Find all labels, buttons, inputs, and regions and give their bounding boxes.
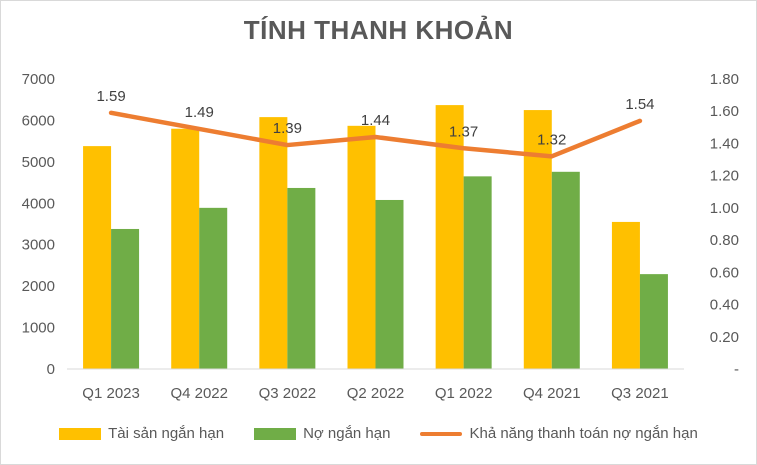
ratio-data-labels: 1.59 1.49 1.39 1.44 1.37 1.32 1.54 bbox=[96, 88, 654, 148]
y2-tick-label: 0.80 bbox=[710, 232, 739, 249]
x-tick-label: Q4 2022 bbox=[170, 385, 228, 402]
y2-tick-label: 1.80 bbox=[710, 71, 739, 88]
legend: Tài sản ngắn hạn Nợ ngắn hạn Khả năng th… bbox=[1, 425, 756, 442]
bar-liabilities bbox=[375, 199, 404, 369]
y2-tick-label: 1.40 bbox=[710, 135, 739, 152]
left-axis-ticks: 0 1000 2000 3000 4000 5000 6000 7000 bbox=[22, 71, 55, 378]
y-tick-label: 6000 bbox=[22, 112, 55, 129]
legend-swatch-ratio bbox=[420, 431, 463, 436]
y-tick-label: 3000 bbox=[22, 237, 55, 254]
legend-item-assets: Tài sản ngắn hạn bbox=[59, 425, 224, 442]
bar-liabilities bbox=[463, 176, 492, 369]
y2-tick-label: 1.00 bbox=[710, 200, 739, 217]
legend-label-ratio: Khả năng thanh toán nợ ngắn hạn bbox=[469, 425, 698, 442]
bar-assets bbox=[259, 117, 288, 369]
x-tick-label: Q4 2021 bbox=[523, 385, 581, 402]
legend-label-assets: Tài sản ngắn hạn bbox=[108, 425, 225, 442]
x-tick-label: Q1 2023 bbox=[82, 385, 140, 402]
y2-tick-label: 0.40 bbox=[710, 297, 739, 314]
bar-assets bbox=[523, 110, 552, 370]
legend-item-ratio: Khả năng thanh toán nợ ngắn hạn bbox=[420, 425, 698, 442]
y-tick-label: 2000 bbox=[22, 278, 55, 295]
y-tick-label: 5000 bbox=[22, 154, 55, 171]
x-tick-label: Q1 2022 bbox=[435, 385, 493, 402]
y2-tick-label: - bbox=[734, 361, 739, 378]
y2-tick-label: 1.60 bbox=[710, 103, 739, 120]
bar-assets bbox=[347, 125, 376, 369]
right-axis-ticks: - 0.20 0.40 0.60 0.80 1.00 1.20 1.40 1.60 1.80 bbox=[710, 71, 739, 378]
y2-tick-label: 1.20 bbox=[710, 168, 739, 185]
legend-swatch-liabilities bbox=[254, 427, 297, 440]
bar-liabilities bbox=[639, 274, 668, 369]
y-tick-label: 1000 bbox=[22, 320, 55, 337]
bar-liabilities bbox=[111, 228, 140, 369]
y-tick-label: 4000 bbox=[22, 195, 55, 212]
ratio-data-label: 1.32 bbox=[537, 131, 566, 148]
y2-tick-label: 0.60 bbox=[710, 264, 739, 281]
legend-swatch-assets bbox=[59, 427, 102, 440]
x-tick-label: Q3 2022 bbox=[259, 385, 317, 402]
ratio-line-group bbox=[108, 110, 643, 159]
ratio-data-label: 1.54 bbox=[625, 96, 654, 113]
bar-assets bbox=[171, 128, 200, 369]
ratio-data-label: 1.39 bbox=[273, 120, 302, 137]
bars bbox=[83, 105, 668, 370]
bar-liabilities bbox=[199, 207, 228, 369]
legend-item-liabilities: Nợ ngắn hạn bbox=[254, 425, 390, 442]
ratio-data-label: 1.49 bbox=[185, 104, 214, 121]
bar-assets bbox=[611, 221, 640, 369]
chart-svg: 0 1000 2000 3000 4000 5000 6000 7000 - 0.20 0.40 0… bbox=[22, 71, 739, 402]
bar-liabilities bbox=[287, 187, 316, 369]
bar-assets bbox=[83, 146, 112, 369]
chart-title: TÍNH THANH KHOẢN bbox=[243, 15, 514, 45]
y2-tick-label: 0.20 bbox=[710, 329, 739, 346]
y-tick-label: 7000 bbox=[22, 71, 55, 88]
ratio-data-label: 1.37 bbox=[449, 123, 478, 140]
legend-label-liabilities: Nợ ngắn hạn bbox=[303, 425, 391, 442]
x-axis-ticks: Q1 2023 Q4 2022 Q3 2022 Q2 2022 Q1 2022 Q4 20… bbox=[82, 385, 668, 402]
ratio-data-label: 1.59 bbox=[96, 88, 125, 105]
bar-liabilities bbox=[551, 171, 580, 369]
x-tick-label: Q3 2021 bbox=[611, 385, 669, 402]
y-tick-label: 0 bbox=[47, 361, 55, 378]
ratio-line bbox=[108, 110, 643, 159]
x-tick-label: Q2 2022 bbox=[347, 385, 405, 402]
ratio-data-label: 1.44 bbox=[361, 112, 390, 129]
